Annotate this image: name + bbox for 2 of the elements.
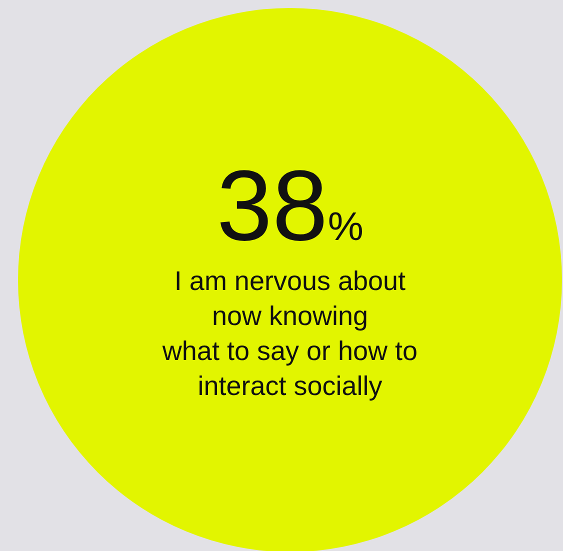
data-label: 38% [216,150,364,262]
category-label: I am nervous about now knowing what to say or how to interact socially [161,266,418,401]
